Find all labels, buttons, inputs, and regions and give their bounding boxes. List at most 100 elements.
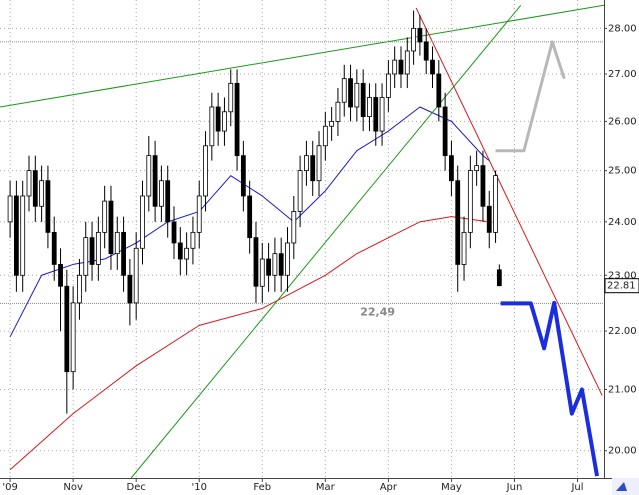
candle-body xyxy=(39,180,45,207)
candle-body xyxy=(26,170,32,197)
candle-body xyxy=(196,195,202,233)
candle-body xyxy=(373,97,379,132)
candle-body xyxy=(348,78,353,108)
candle-body xyxy=(266,258,271,276)
candle-body xyxy=(165,180,171,223)
y-tick-label: 27.00 xyxy=(608,69,637,80)
candle-body xyxy=(354,82,360,108)
candle-body xyxy=(58,264,63,287)
candle-body xyxy=(95,231,101,265)
line-label: 22,49 xyxy=(360,305,395,318)
candle-body xyxy=(423,41,429,61)
x-tick-label: '09 xyxy=(2,482,17,493)
last-price-box xyxy=(604,278,639,294)
line-series xyxy=(500,300,600,477)
candle-body xyxy=(247,195,253,239)
candle-body xyxy=(133,247,139,304)
candle-body xyxy=(329,120,335,127)
line-series xyxy=(9,216,490,471)
candle-body xyxy=(461,231,467,265)
candle-body xyxy=(304,155,309,172)
candle-body xyxy=(171,221,177,244)
x-tick-label: '10 xyxy=(191,482,206,493)
candle-body xyxy=(322,125,328,147)
candle-body xyxy=(234,82,240,157)
candle-body xyxy=(278,253,284,276)
candle-body xyxy=(385,73,391,98)
icon-arrow xyxy=(616,482,627,491)
candle-body xyxy=(152,155,158,207)
candle-body xyxy=(310,155,316,182)
candle-body xyxy=(367,97,372,117)
x-tick-label: Dec xyxy=(127,482,146,493)
candle-body xyxy=(159,180,164,207)
candle-body xyxy=(341,78,347,103)
candle-body xyxy=(480,165,486,207)
candle-body xyxy=(127,274,133,304)
candle-body xyxy=(13,195,19,276)
candle-body xyxy=(146,155,152,197)
candle-body xyxy=(486,205,492,233)
x-tick-label: Nov xyxy=(63,482,83,493)
candle-body xyxy=(77,274,82,304)
candle-body xyxy=(222,111,227,132)
candle-body xyxy=(209,106,215,147)
line-series xyxy=(415,7,603,396)
candle-body xyxy=(496,269,502,287)
y-tick-label: 20.00 xyxy=(608,446,637,457)
candle-body xyxy=(272,253,278,276)
candle-body xyxy=(467,170,473,233)
candle-body xyxy=(190,231,196,249)
candle-body xyxy=(417,27,423,43)
candle-body xyxy=(285,242,290,276)
candle-body xyxy=(455,180,461,265)
candle-body xyxy=(240,155,246,197)
candle-body xyxy=(32,170,38,207)
candle-body xyxy=(45,180,51,233)
candle-body xyxy=(411,27,416,52)
candle-body xyxy=(184,247,190,260)
candle-body xyxy=(228,82,234,113)
candle-body xyxy=(430,59,435,75)
x-tick-label: Mar xyxy=(316,482,336,493)
y-tick-label: 22.00 xyxy=(608,326,637,337)
candle-body xyxy=(20,195,26,276)
y-tick-label: 28.00 xyxy=(608,23,637,34)
candle-body xyxy=(436,73,442,108)
y-tick-label: 26.00 xyxy=(608,116,637,127)
candle-body xyxy=(449,155,454,182)
plot-area xyxy=(0,0,605,479)
x-tick-label: Apr xyxy=(380,482,398,493)
candle-body xyxy=(253,237,259,287)
candle-body xyxy=(203,145,208,197)
candle-body xyxy=(102,200,108,233)
candle-body xyxy=(215,106,221,132)
candle-body xyxy=(404,50,410,75)
candle-body xyxy=(360,82,366,117)
x-tick-label: Jun xyxy=(506,482,523,493)
candle-body xyxy=(121,231,126,276)
x-tick-label: Jul xyxy=(570,482,583,493)
candle-body xyxy=(114,231,120,255)
candle-body xyxy=(297,170,303,212)
candle-body xyxy=(140,195,145,249)
y-tick-label: 24.00 xyxy=(608,217,637,228)
corner-icon xyxy=(612,478,639,495)
y-tick-label: 21.00 xyxy=(608,384,637,395)
candle-body xyxy=(89,237,95,265)
candle-body xyxy=(379,97,385,132)
candle-body xyxy=(64,285,70,373)
candle-body xyxy=(474,165,480,172)
candle-body xyxy=(70,302,76,373)
candle-body xyxy=(442,106,448,157)
candle-body xyxy=(392,59,398,75)
line-series xyxy=(0,4,605,108)
candle-body xyxy=(398,59,404,75)
candle-body xyxy=(316,145,322,182)
candle-body xyxy=(493,175,498,233)
x-tick-label: Feb xyxy=(253,482,271,493)
candle-body xyxy=(291,211,297,244)
candle-body xyxy=(259,258,265,287)
